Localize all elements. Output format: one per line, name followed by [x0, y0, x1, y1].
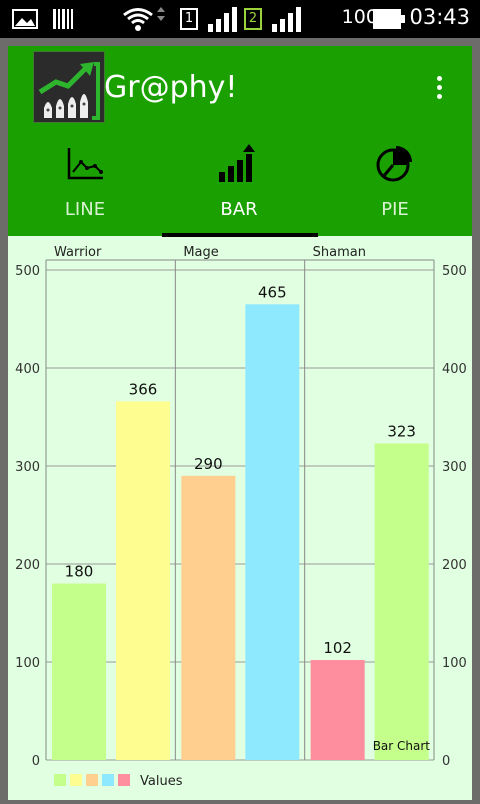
tab-bar-label: BAR [220, 199, 258, 220]
chart-description: Bar Chart [373, 739, 431, 753]
y-tick-label-right: 100 [442, 656, 467, 671]
sim1-icon: 1 [180, 8, 198, 30]
legend-swatch [54, 774, 66, 786]
line-chart-icon [67, 148, 103, 180]
y-tick-label-right: 300 [442, 460, 467, 475]
app-bar: Gr@phy! LINE BAR [8, 46, 472, 237]
group-label: Warrior [54, 245, 102, 260]
app-logo [33, 51, 105, 123]
tab-pie[interactable]: PIE [318, 136, 472, 236]
bar [52, 583, 106, 760]
sim2-icon: 2 [244, 8, 262, 30]
bar-value-label: 323 [387, 422, 416, 440]
legend-swatch [86, 774, 98, 786]
tab-pie-label: PIE [381, 199, 409, 220]
bar-chart-svg: 0 0 100 100 200 200 300 300 400 400 500 500 Warrior M… [15, 245, 467, 789]
y-tick-label-left: 200 [15, 558, 40, 573]
tab-bar[interactable]: BAR [162, 136, 316, 236]
barcode-icon [53, 9, 73, 29]
bar-value-label: 290 [194, 455, 223, 473]
y-tick-label-left: 100 [15, 656, 40, 671]
legend-swatch [102, 774, 114, 786]
app-title: Gr@phy! [104, 70, 238, 105]
bar-chart-icon [219, 144, 255, 182]
sim2-signal-icon [272, 7, 301, 32]
y-tick-label-right: 0 [442, 754, 450, 769]
bar [245, 304, 300, 760]
clock: 03:43 [409, 5, 470, 29]
battery-icon [373, 9, 405, 29]
group-label: Shaman [313, 245, 366, 260]
bar-value-label: 102 [323, 639, 352, 657]
status-bar: 1 2 100% 03:43 [0, 0, 480, 38]
y-tick-label-left: 300 [15, 460, 40, 475]
y-tick-label-right: 500 [442, 264, 467, 279]
y-tick-label-right: 200 [442, 558, 467, 573]
image-icon [12, 9, 38, 29]
bar [181, 475, 236, 760]
bar-chart: 0 0 100 100 200 200 300 300 400 400 500 500 Warrior M… [8, 236, 472, 800]
tab-line-label: LINE [64, 199, 106, 220]
bar-value-label: 465 [258, 283, 287, 301]
y-tick-label-left: 500 [15, 264, 40, 279]
overflow-menu-icon[interactable] [434, 76, 444, 106]
pie-chart-icon [376, 146, 412, 182]
legend-label: Values [140, 774, 183, 789]
y-tick-label-left: 400 [15, 362, 40, 377]
bar-value-label: 366 [129, 380, 158, 398]
bar-value-label: 180 [65, 563, 94, 581]
bar [116, 401, 170, 760]
y-tick-label-right: 400 [442, 362, 467, 377]
bar [310, 660, 365, 760]
app-window: Gr@phy! LINE BAR [8, 46, 472, 800]
legend-swatch [118, 774, 130, 786]
tab-line[interactable]: LINE [8, 136, 162, 236]
bar [374, 443, 429, 760]
sim1-signal-icon [208, 7, 237, 32]
group-label: Mage [183, 245, 218, 260]
wifi-icon [123, 7, 165, 31]
tab-indicator [162, 233, 318, 237]
y-tick-label-left: 0 [32, 754, 40, 769]
legend-swatch [70, 774, 82, 786]
